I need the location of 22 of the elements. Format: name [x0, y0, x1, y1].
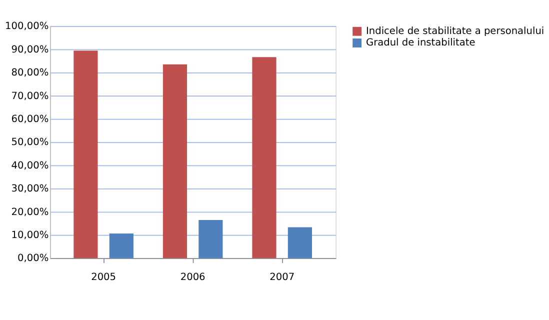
x-tick-label: 2007	[270, 272, 295, 283]
y-tick-label: 30,00%	[11, 184, 49, 195]
legend-label: Indicele de stabilitate a personalului	[366, 26, 544, 38]
y-tick-label: 20,00%	[11, 206, 49, 218]
legend-label: Gradul de instabilitate	[366, 38, 476, 49]
bar	[198, 220, 223, 258]
y-tick-label: 50,00%	[11, 137, 49, 148]
y-tick-label: 10,00%	[11, 230, 49, 242]
bar	[252, 57, 276, 258]
x-tick-label: 2005	[91, 272, 116, 283]
y-tick-label: 90,00%	[11, 44, 49, 56]
bar	[74, 50, 98, 258]
y-tick-label: 0,00%	[18, 253, 49, 264]
bar	[288, 227, 312, 258]
y-tick-label: 40,00%	[11, 160, 49, 172]
y-tick-label: 80,00%	[11, 68, 49, 79]
x-tick-label: 2006	[180, 272, 206, 283]
y-tick-label: 60,00%	[11, 114, 49, 125]
bar	[162, 64, 188, 258]
y-tick-label: 100,00%	[5, 21, 49, 32]
bar	[109, 234, 134, 258]
y-tick-label: 70,00%	[11, 90, 49, 102]
